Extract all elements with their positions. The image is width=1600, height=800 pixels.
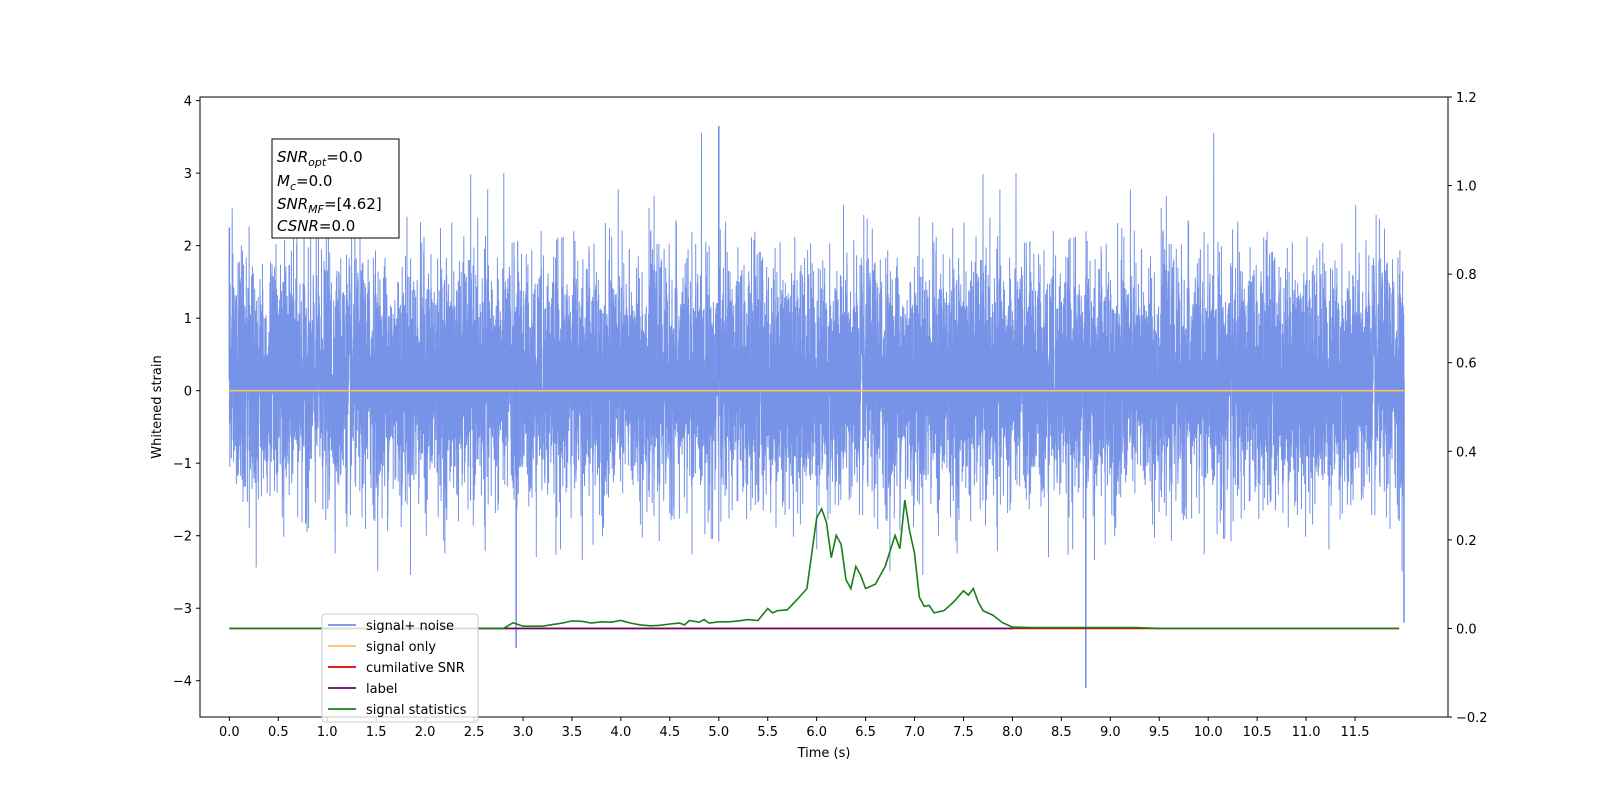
x-tick-label: 9.5 [1149, 725, 1170, 740]
x-tick-label: 3.0 [513, 725, 534, 740]
legend-label-signal-only: signal only [366, 640, 436, 655]
y2-tick-label: 0.6 [1456, 357, 1477, 372]
x-tick-label: 1.5 [366, 725, 387, 740]
x-tick-label: 6.5 [855, 725, 876, 740]
mc-text: Mc=0.0 [277, 172, 332, 193]
info-annotation: SNRopt=0.0 Mc=0.0 SNRMF=[4.62] CSNR=0.0 [271, 138, 400, 239]
x-tick-label: 0.0 [219, 725, 240, 740]
csnr-value: =0.0 [319, 217, 355, 235]
mc-base: M [277, 172, 290, 190]
y-axis-right: 1.2 1.0 0.8 0.6 0.4 0.2 0.0 −0.2 [1448, 91, 1488, 726]
y-axis-label: Whitened strain [150, 355, 165, 458]
y2-tick-label: 0.8 [1456, 268, 1477, 283]
y-tick-label: 3 [184, 167, 192, 182]
y-tick-label: −1 [173, 457, 192, 472]
y-tick-label: −3 [173, 602, 192, 617]
legend-label-signal-statistics: signal statistics [366, 703, 467, 718]
x-tick-label: 4.5 [659, 725, 680, 740]
x-tick-label: 4.0 [611, 725, 632, 740]
y2-tick-label: 0.0 [1456, 622, 1477, 637]
x-tick-label: 0.5 [268, 725, 289, 740]
x-tick-label: 9.0 [1100, 725, 1121, 740]
series-line-signal-statistics [229, 499, 1400, 630]
x-tick-label: 10.0 [1194, 725, 1223, 740]
legend-box [321, 613, 479, 723]
x-tick-label: 11.5 [1341, 725, 1370, 740]
x-tick-label: 8.5 [1051, 725, 1072, 740]
snr-mf-base: SNR [277, 195, 308, 213]
legend-label-label: label [366, 682, 397, 697]
mc-sub: c [290, 180, 296, 193]
snr-opt-sub: opt [308, 156, 327, 169]
snr-mf-sub: MF [308, 203, 324, 216]
y-tick-label: −4 [173, 675, 192, 690]
legend-label-signal-noise: signal+ noise [366, 619, 454, 634]
y-tick-label: 0 [184, 385, 192, 400]
y-axis-left: 4 3 2 1 0 −1 −2 −3 −4 [173, 95, 200, 690]
x-tick-label: 2.0 [415, 725, 436, 740]
axes-frame [199, 96, 1449, 718]
mc-value: =0.0 [296, 172, 332, 190]
snr-opt-text: SNRopt=0.0 [277, 148, 363, 169]
csnr-text: CSNR=0.0 [277, 217, 355, 235]
x-tick-label: 7.0 [904, 725, 925, 740]
x-tick-label: 2.5 [464, 725, 485, 740]
x-tick-label: 5.5 [757, 725, 778, 740]
x-tick-label: 10.5 [1243, 725, 1272, 740]
snr-mf-text: SNRMF=[4.62] [277, 195, 382, 216]
x-axis: 0.0 0.5 1.0 1.5 2.0 2.5 3.0 3.5 4.0 4.5 5.0 5.5 6.0 6… [219, 717, 1369, 740]
legend-label-cumulative-snr: cumilative SNR [366, 661, 465, 676]
x-tick-label: 1.0 [317, 725, 338, 740]
y2-tick-label: 1.0 [1456, 180, 1477, 195]
series-line-signal-noise [228, 132, 1405, 575]
y-tick-label: −2 [173, 530, 192, 545]
legend: signal+ noise signal only cumilative SNR la… [321, 613, 479, 723]
y-tick-label: 2 [184, 240, 192, 255]
snr-opt-value: =0.0 [326, 148, 362, 166]
x-tick-label: 6.0 [806, 725, 827, 740]
y2-tick-label: 0.2 [1456, 534, 1477, 549]
y2-tick-label: 0.4 [1456, 445, 1477, 460]
snr-opt-base: SNR [277, 148, 308, 166]
y-tick-label: 1 [184, 312, 192, 327]
x-tick-label: 5.0 [708, 725, 729, 740]
y-tick-label: 4 [184, 95, 192, 110]
info-box [271, 138, 400, 239]
x-axis-label: Time (s) [797, 746, 851, 761]
y2-tick-label: 1.2 [1456, 91, 1477, 106]
snr-mf-value: =[4.62] [324, 195, 382, 213]
csnr-base: CSNR [277, 217, 319, 235]
y2-tick-label: −0.2 [1456, 711, 1488, 726]
x-tick-label: 11.0 [1292, 725, 1321, 740]
x-tick-label: 3.5 [562, 725, 583, 740]
x-tick-label: 7.5 [953, 725, 974, 740]
x-tick-label: 8.0 [1002, 725, 1023, 740]
